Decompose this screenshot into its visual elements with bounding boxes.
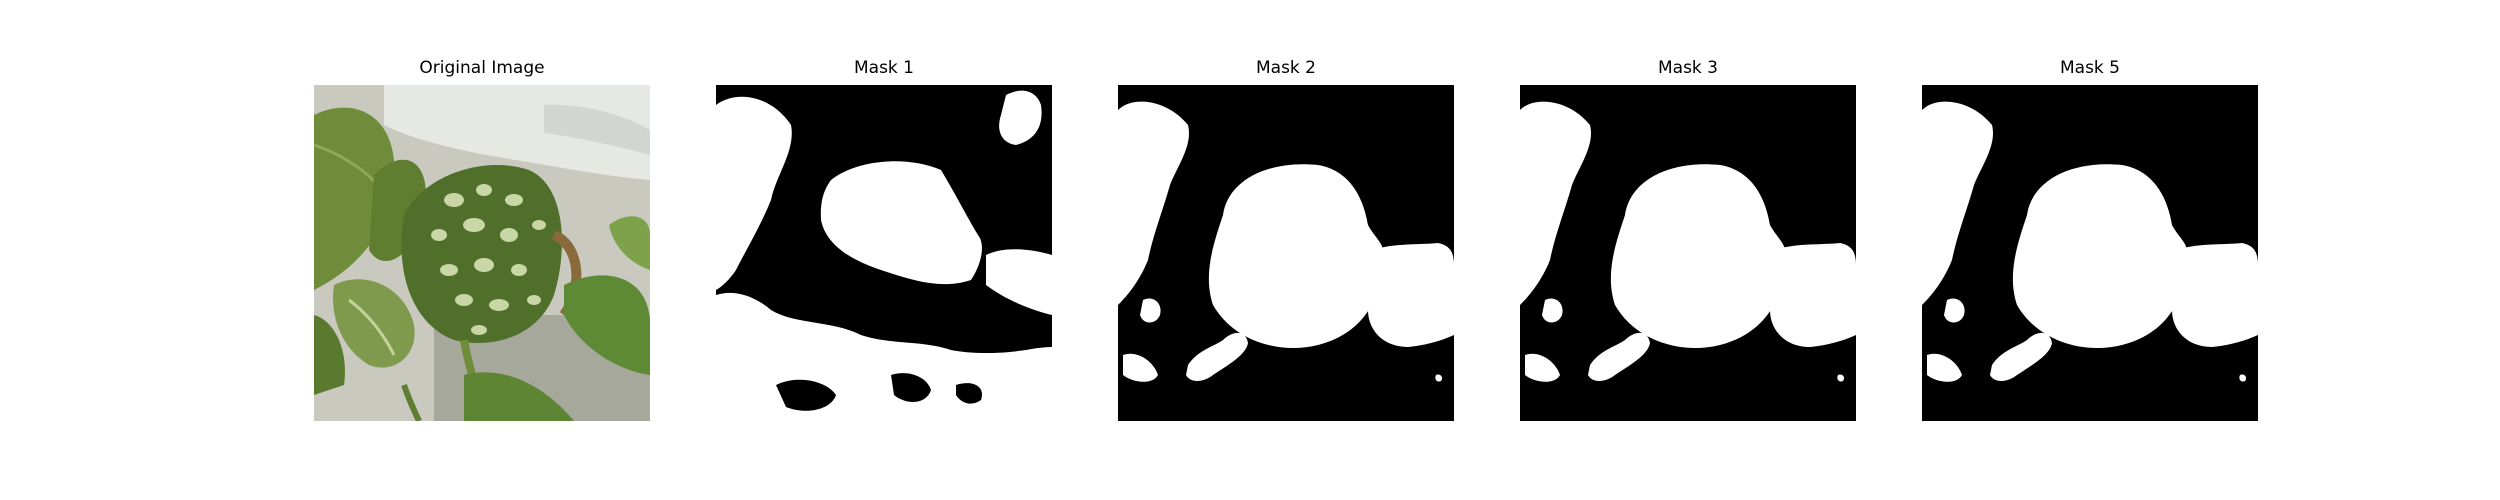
mask-region (1837, 374, 1845, 382)
mask-region (731, 384, 742, 395)
mask-region (1123, 353, 1158, 382)
mask-region (1610, 164, 1787, 349)
mask-region (2172, 243, 2258, 347)
mask-hole (776, 379, 836, 411)
mask-image (716, 85, 1052, 421)
mask-region (1435, 374, 1443, 382)
panel-mask-1: Mask 1 (716, 0, 1052, 500)
mask-image (1520, 85, 1856, 421)
leaf-spots (431, 184, 546, 335)
mask-region (2239, 374, 2247, 382)
mask-region (1922, 101, 1993, 305)
mask-hole (891, 373, 931, 402)
leaf-main (401, 165, 562, 343)
mask-region (1186, 332, 1248, 381)
mask-region (1140, 298, 1161, 323)
mask-region (1990, 332, 2052, 381)
panel-original-image: Original Image (314, 0, 650, 500)
mask-region (1944, 298, 1965, 323)
mask-region (716, 96, 792, 290)
panel-title: Mask 2 (1255, 58, 1316, 78)
panel-mask-5: Mask 5 (1922, 0, 2258, 500)
leaf-right-top (609, 216, 650, 270)
mask-region (1927, 353, 1962, 382)
panel-title: Mask 1 (853, 58, 914, 78)
mask-region (1588, 332, 1650, 381)
mask-region (1118, 101, 1189, 305)
panel-title: Original Image (419, 58, 545, 78)
panel-mask-2: Mask 2 (1118, 0, 1454, 500)
panel-title: Mask 3 (1657, 58, 1718, 78)
leaf-bottom (464, 372, 574, 421)
mask-region (1520, 101, 1591, 305)
panel-mask-3: Mask 3 (1520, 0, 1856, 500)
pot-shadow (544, 104, 650, 155)
mask-image (1118, 85, 1454, 421)
panel-title: Mask 5 (2059, 58, 2120, 78)
mask-hole (956, 383, 982, 404)
mask-image (1922, 85, 2258, 421)
leaf-right (564, 275, 650, 375)
mask-region (1770, 243, 1856, 347)
original-image (314, 85, 650, 421)
mask-region (1525, 353, 1560, 382)
mask-region (986, 249, 1052, 315)
mask-region (999, 90, 1042, 145)
mask-region (2012, 164, 2189, 349)
mask-region (1368, 243, 1454, 347)
mask-region (1542, 298, 1563, 323)
mask-region (1208, 164, 1385, 349)
mask-region (820, 161, 982, 285)
